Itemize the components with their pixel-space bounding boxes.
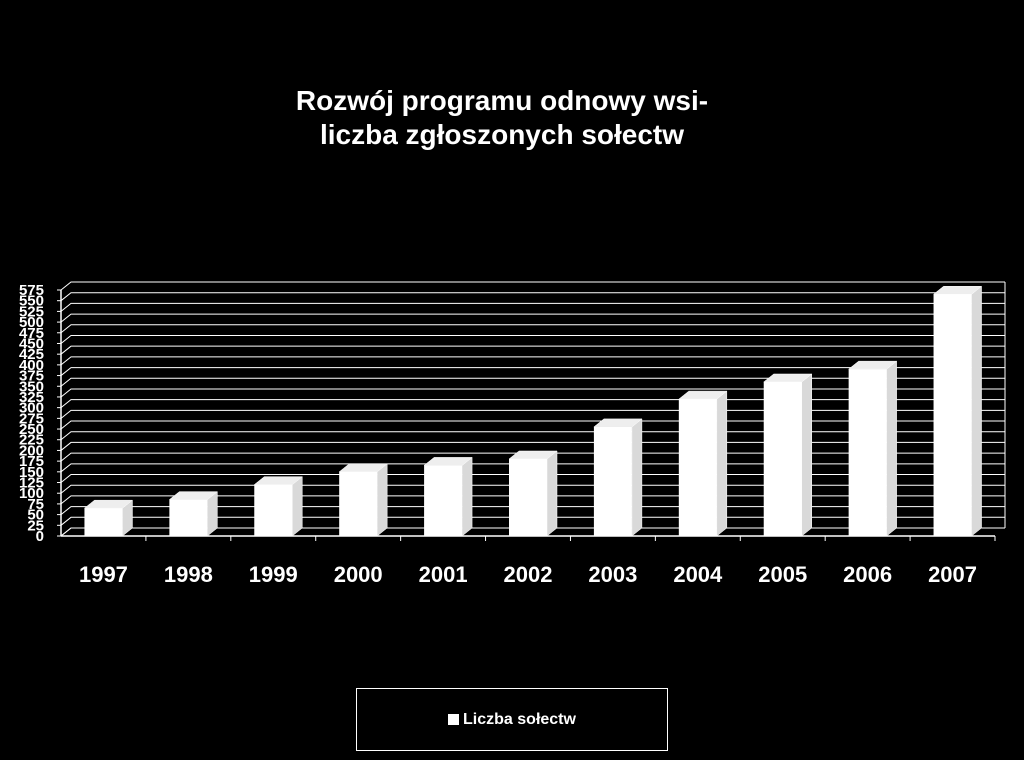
y-tick-label: 25 (27, 517, 44, 534)
y-tick-label: 450 (19, 335, 44, 352)
bar-2005 (763, 381, 802, 536)
y-tick-label: 200 (19, 442, 44, 459)
bar-side (971, 285, 982, 537)
gridline (60, 345, 1005, 355)
bar-side (716, 390, 728, 537)
y-tick-label: 575 (19, 282, 44, 299)
bar-1999 (254, 484, 293, 536)
bar-side (292, 476, 303, 537)
gridline (60, 324, 1005, 334)
gridline (60, 281, 1005, 291)
legend-swatch (448, 714, 460, 725)
chart-title-line-1: Rozwój programu odnowy wsi- (295, 85, 709, 116)
bar-2002 (509, 458, 547, 536)
gridline (60, 377, 1005, 387)
gridline (60, 334, 1005, 344)
bar-2000 (339, 471, 378, 536)
x-tick-label: 1997 (79, 562, 128, 587)
y-tick-label: 275 (19, 410, 44, 427)
y-tick-label: 525 (19, 303, 44, 320)
x-tick-label: 2001 (419, 562, 468, 587)
x-tick-label: 2006 (843, 562, 892, 587)
x-tick-label: 1999 (249, 562, 298, 587)
y-tick-label: 0 (36, 528, 44, 545)
x-tick-label: 2000 (334, 562, 383, 587)
y-tick-label: 50 (27, 507, 44, 524)
bar-2007 (933, 294, 972, 536)
y-tick-label: 500 (19, 314, 44, 331)
legend: Liczba sołectw (356, 688, 668, 751)
y-tick-label: 325 (19, 389, 44, 406)
gridline (60, 302, 1005, 312)
bar-side (461, 456, 473, 537)
y-tick-label: 250 (19, 421, 44, 438)
chart-title: Rozwój programu odnowy wsi- liczba zgłos… (0, 84, 1004, 152)
y-tick-label: 375 (19, 368, 44, 385)
y-tick-label: 350 (19, 378, 44, 395)
y-tick-label: 225 (19, 432, 44, 449)
bar-side (376, 463, 388, 537)
bar-2001 (424, 465, 463, 536)
bar-2006 (848, 369, 887, 536)
bar-side (546, 450, 558, 537)
bar-1998 (169, 499, 208, 536)
gridline (60, 313, 1005, 323)
gridline (60, 388, 1005, 398)
y-tick-label: 550 (19, 293, 44, 310)
gridline (60, 367, 1005, 376)
x-tick-label: 2002 (504, 562, 553, 587)
bar-2004 (678, 399, 717, 536)
y-tick-label: 175 (19, 453, 44, 470)
gridline (60, 292, 1005, 302)
bar-side (631, 418, 643, 537)
y-tick-label: 100 (19, 485, 44, 502)
gridline (60, 356, 1005, 366)
y-tick-label: 150 (19, 464, 44, 481)
y-tick-label: 400 (19, 357, 44, 374)
bar-1997 (84, 508, 123, 536)
chart-title-line-2: liczba zgłoszonych sołectw (319, 119, 685, 150)
bar-side (886, 360, 897, 537)
x-tick-label: 2004 (673, 562, 723, 587)
legend-label: Liczba sołectw (463, 710, 576, 728)
x-tick-label: 1998 (164, 562, 213, 587)
y-tick-label: 475 (19, 325, 44, 342)
y-tick-label: 300 (19, 400, 44, 417)
y-tick-label: 125 (19, 475, 44, 492)
y-tick-label: 425 (19, 346, 44, 363)
x-tick-label: 2005 (758, 562, 807, 587)
bar-side (801, 373, 812, 537)
y-tick-label: 75 (27, 496, 44, 513)
bar-2003 (593, 426, 632, 536)
x-tick-label: 2007 (928, 562, 977, 587)
x-tick-label: 2003 (588, 562, 637, 587)
